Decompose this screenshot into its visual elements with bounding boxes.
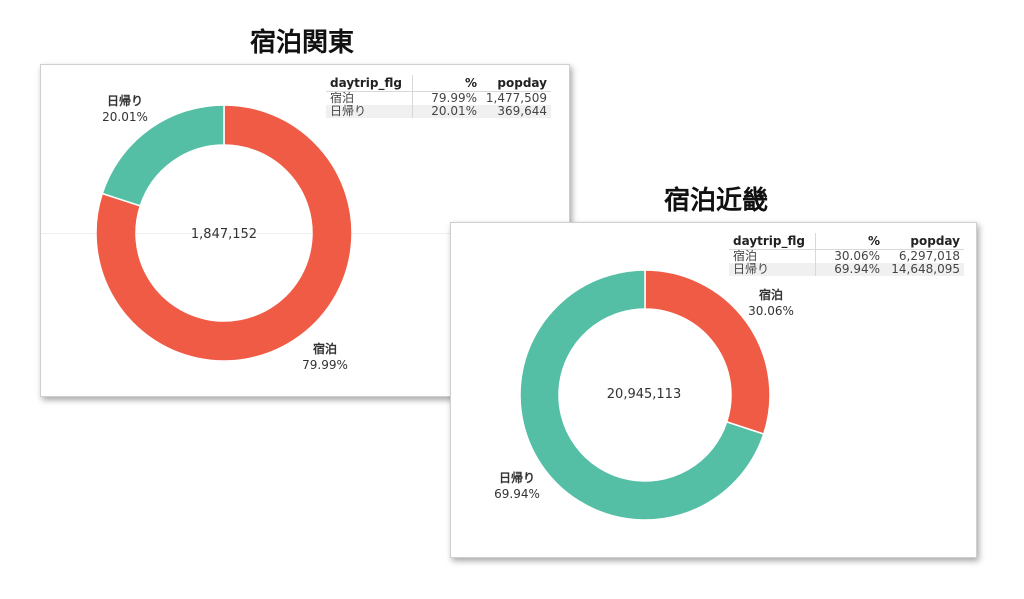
chart-1-title: 宿泊関東 <box>250 28 355 58</box>
slice-label-name: 宿泊 <box>758 288 783 302</box>
table-header-row: daytrip_flg % popday <box>326 75 551 92</box>
table-cell: 14,648,095 <box>884 263 964 276</box>
chart-2-title: 宿泊近畿 <box>664 186 769 216</box>
chart-1-label-daytrip: 日帰り 20.01% <box>93 93 157 125</box>
chart-1-divider <box>41 233 569 234</box>
donut-slice-daytrip <box>519 269 765 521</box>
table-header-daytrip-flg: daytrip_flg <box>729 233 816 250</box>
table-row: 宿泊 79.99% 1,477,509 <box>326 91 551 105</box>
table-header-percent: % <box>412 75 481 92</box>
table-cell: 369,644 <box>481 105 551 118</box>
table-header-popday: popday <box>884 233 964 250</box>
table-cell: 宿泊 <box>326 91 413 105</box>
table-cell: 20.01% <box>412 105 481 118</box>
slice-label-percent: 20.01% <box>102 110 148 124</box>
donut-slice-daytrip <box>101 104 225 207</box>
slice-label-percent: 79.99% <box>302 358 348 372</box>
chart-2-donut <box>519 269 771 521</box>
table-cell: 30.06% <box>815 249 884 263</box>
chart-2-total: 20,945,113 <box>606 387 682 402</box>
chart-2-panel: daytrip_flg % popday 宿泊 30.06% 6,297,018… <box>450 222 977 558</box>
table-cell: 日帰り <box>326 105 413 118</box>
slice-label-name: 日帰り <box>106 94 143 108</box>
slice-label-percent: 69.94% <box>494 487 540 501</box>
chart-1-table: daytrip_flg % popday 宿泊 79.99% 1,477,509… <box>326 75 551 118</box>
slice-label-name: 宿泊 <box>312 342 337 356</box>
table-row: 宿泊 30.06% 6,297,018 <box>729 249 964 263</box>
chart-1-label-stay: 宿泊 79.99% <box>293 341 357 373</box>
table-header-percent: % <box>815 233 884 250</box>
chart-1-total: 1,847,152 <box>190 227 258 242</box>
chart-2-label-daytrip: 日帰り 69.94% <box>485 470 549 502</box>
chart-1-donut <box>95 104 353 362</box>
table-cell: 79.99% <box>412 91 481 105</box>
chart-2-label-stay: 宿泊 30.06% <box>739 287 803 319</box>
table-header-row: daytrip_flg % popday <box>729 233 964 250</box>
table-cell: 6,297,018 <box>884 249 964 263</box>
table-row: 日帰り 20.01% 369,644 <box>326 105 551 118</box>
slice-label-percent: 30.06% <box>748 304 794 318</box>
table-cell: 日帰り <box>729 263 816 276</box>
slice-label-name: 日帰り <box>498 471 535 485</box>
table-header-popday: popday <box>481 75 551 92</box>
chart-2-table: daytrip_flg % popday 宿泊 30.06% 6,297,018… <box>729 233 964 276</box>
donut-slice-stay <box>95 104 353 362</box>
table-cell: 69.94% <box>815 263 884 276</box>
table-cell: 宿泊 <box>729 249 816 263</box>
table-row: 日帰り 69.94% 14,648,095 <box>729 263 964 276</box>
table-cell: 1,477,509 <box>481 91 551 105</box>
table-header-daytrip-flg: daytrip_flg <box>326 75 413 92</box>
